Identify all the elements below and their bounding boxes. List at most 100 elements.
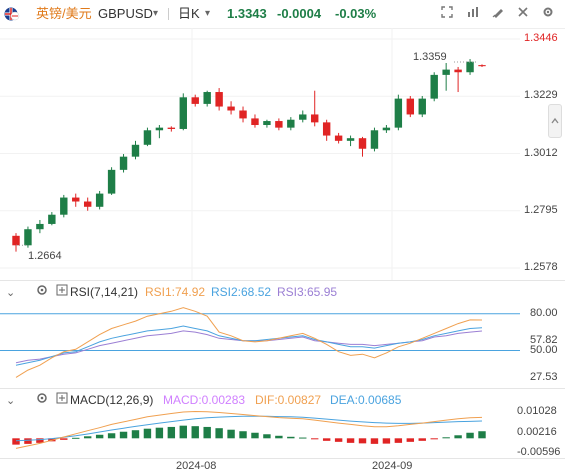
macd-histogram-bar (60, 438, 68, 440)
interval-dropdown-icon[interactable]: ▾ (205, 8, 211, 19)
macd-histogram-bar (311, 438, 319, 440)
candle-body (334, 135, 343, 141)
candle-body (227, 106, 235, 111)
macd-tick-label: 0.00216 (517, 425, 557, 438)
rsi-tick-label: 80.00 (530, 306, 558, 319)
dif-value: DIF:0.00827 (255, 393, 322, 407)
rsi2-line (15, 325, 483, 366)
rsi-chart[interactable] (0, 300, 565, 388)
macd-histogram-bar (322, 438, 331, 441)
x-axis-line (0, 458, 565, 459)
candle-body (72, 197, 80, 202)
symbol-name-cn[interactable]: 英镑/美元 (36, 6, 92, 21)
rsi1-line (15, 307, 483, 378)
tools-icon[interactable] (513, 5, 533, 23)
candle-body (287, 119, 295, 128)
macd-histogram-bar (36, 438, 44, 443)
candle-body (131, 144, 140, 157)
candle-body (119, 156, 128, 170)
macd-histogram-bar (95, 434, 104, 439)
macd-title: MACD(12,26,9) (70, 393, 154, 407)
uk-flag-icon (4, 7, 20, 21)
macd-histogram-bar (370, 438, 379, 444)
macd-histogram-bar (454, 435, 462, 439)
rsi-tick-label: 50.00 (530, 343, 558, 356)
fullscreen-icon[interactable] (437, 5, 457, 23)
dif-line (15, 410, 483, 449)
macd-histogram-bar (382, 438, 391, 444)
candle-body (155, 127, 164, 131)
macd-settings-icon[interactable] (36, 392, 48, 407)
candle-body (299, 114, 307, 120)
high-price-label: 1.3359 (413, 51, 447, 63)
dea-value: DEA:0.00685 (330, 393, 402, 407)
macd-histogram-bar (418, 438, 426, 441)
macd-histogram-bar (179, 425, 187, 439)
price-tick-label: 1.3012 (524, 146, 558, 159)
candle-body (251, 118, 259, 126)
candle-body (83, 201, 92, 207)
x-label-aug: 2024-08 (176, 460, 217, 472)
rsi-expand-icon[interactable] (56, 284, 68, 299)
price-change-pct: -0.03% (335, 6, 377, 21)
candle-body (239, 110, 247, 119)
candle-body (143, 130, 152, 145)
candle-body (406, 98, 415, 115)
interval-selector[interactable]: 日K (178, 6, 200, 21)
candlestick-chart[interactable] (0, 28, 565, 280)
settings-icon[interactable] (538, 5, 558, 23)
macd-histogram-bar (406, 438, 415, 442)
low-price-label: 1.2664 (28, 250, 62, 262)
candle-body (358, 138, 367, 149)
macd-collapse-icon[interactable]: ⌄ (6, 395, 16, 407)
draw-icon[interactable] (488, 5, 508, 23)
macd-histogram-bar (119, 431, 128, 439)
candle-body (466, 61, 474, 73)
macd-histogram-bar (287, 436, 295, 439)
macd-histogram-bar (107, 433, 116, 439)
macd-histogram-bar (191, 426, 199, 439)
chevron-up-icon[interactable] (548, 104, 562, 138)
price-change: -0.0004 (277, 6, 322, 21)
header-separator (0, 28, 565, 29)
rsi1-value: RSI1:74.92 (145, 285, 206, 299)
bar-chart-icon[interactable] (463, 5, 483, 23)
macd-value: MACD:0.00283 (163, 393, 246, 407)
x-label-sep: 2024-09 (372, 460, 413, 472)
macd-expand-icon[interactable] (56, 392, 68, 407)
candle-body (167, 127, 176, 129)
macd-header: ⌄ (6, 393, 15, 408)
macd-histogram-bar (334, 438, 343, 442)
macd-histogram-bar (83, 436, 92, 439)
rsi-tick-label: 27.53 (530, 371, 558, 383)
candle-body (191, 97, 199, 104)
macd-histogram-bar (251, 432, 259, 439)
macd-histogram-bar (466, 432, 474, 439)
macd-histogram-bar (143, 428, 152, 439)
symbol-code[interactable]: GBPUSD (98, 6, 153, 21)
macd-histogram-bar (131, 430, 140, 439)
rsi-settings-icon[interactable] (36, 284, 48, 299)
collapse-icon[interactable]: ⌄ (6, 287, 16, 299)
macd-histogram-bar (227, 429, 235, 439)
candle-body (346, 138, 355, 141)
candle-body (107, 169, 116, 194)
macd-histogram-bar (12, 438, 20, 445)
price-tick-label: 1.3446 (524, 32, 558, 44)
last-price: 1.3343 (227, 6, 267, 21)
price-tick-label: 1.2578 (524, 261, 558, 273)
rsi3-line (15, 330, 483, 364)
candle-body (95, 193, 104, 207)
candle-body (24, 229, 32, 246)
candle-body (203, 92, 211, 104)
symbol-dropdown-icon[interactable]: ▾ (153, 8, 159, 19)
candle-body (430, 74, 438, 99)
header-divider (168, 8, 169, 20)
macd-histogram-bar (72, 437, 80, 439)
macd-chart[interactable] (0, 408, 565, 458)
macd-histogram-bar (442, 437, 450, 439)
rsi-separator (0, 280, 565, 281)
macd-histogram-bar (239, 431, 247, 439)
macd-separator (0, 388, 565, 389)
macd-histogram-bar (263, 434, 271, 439)
